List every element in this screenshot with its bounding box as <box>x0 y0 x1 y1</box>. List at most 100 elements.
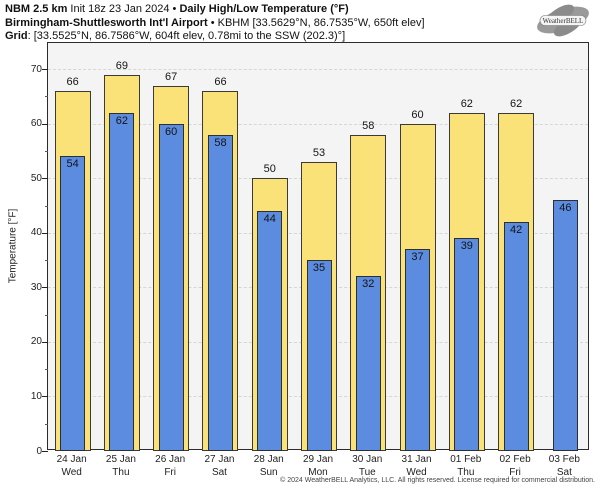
low-value-label: 32 <box>362 278 375 291</box>
high-value-label: 50 <box>263 163 276 176</box>
station-name: Birmingham-Shuttlesworth Int'l Airport <box>5 16 208 29</box>
y-axis-minor-tick <box>45 423 48 425</box>
low-value-label: 35 <box>312 262 326 275</box>
x-tick-label: 28 Jan Sun <box>241 454 297 479</box>
y-axis-tick-label: 70 <box>30 63 42 75</box>
low-bar <box>405 249 431 451</box>
x-tick-label: 01 Feb Thu <box>438 454 494 479</box>
low-bar <box>158 123 184 451</box>
x-tick-date: 28 Jan <box>253 454 284 465</box>
plot-area: 0 10 20 30 40 50 60 70 66 54 69 62 67 60 66 58 50 44 53 35 5… <box>31 42 589 457</box>
low-value-label: 54 <box>66 158 79 171</box>
y-axis-tick-label: 40 <box>30 227 42 239</box>
x-tick-date: 26 Jan <box>155 454 186 465</box>
separator-dot: • <box>207 16 218 29</box>
x-tick-label: 03 Feb Sat <box>536 454 592 479</box>
low-bar <box>257 211 283 451</box>
y-axis-tick-label: 50 <box>30 172 42 184</box>
high-value-label: 60 <box>411 108 424 121</box>
y-axis-title: Temperature [°F] <box>7 208 19 284</box>
x-tick-date: 30 Jan <box>352 454 383 465</box>
chart-header: NBM 2.5 km Init 18z 23 Jan 2024 • Daily … <box>5 3 425 44</box>
grid-coordinates: : [33.5525°N, 86.7586°W, 604ft elev, 0.7… <box>27 30 346 42</box>
y-axis-tick <box>42 69 48 71</box>
low-bar <box>60 156 86 451</box>
gridline <box>48 123 588 125</box>
y-axis-tick-label: 20 <box>30 336 42 348</box>
low-bar <box>454 238 480 451</box>
x-tick-date: 02 Feb <box>499 454 531 465</box>
x-axis-labels: 24 Jan Wed 25 Jan Thu 26 Jan Fri 27 Jan Sat 28 J… <box>47 454 589 482</box>
low-bar <box>207 134 233 451</box>
high-value-label: 53 <box>312 146 326 159</box>
y-axis-tick-label: 60 <box>30 118 42 130</box>
x-tick-label: 27 Jan Sat <box>191 454 247 479</box>
y-axis-tick <box>42 341 48 343</box>
y-axis-tick-label: 30 <box>30 281 42 293</box>
low-value-label: 39 <box>460 240 473 253</box>
x-tick-label: 31 Jan Wed <box>389 454 445 479</box>
model-name: NBM 2.5 km <box>5 3 68 15</box>
y-axis-tick-label: 0 <box>36 445 42 457</box>
low-bar <box>355 276 381 451</box>
y-axis-minor-tick <box>45 369 48 371</box>
header-line-2: Birmingham-Shuttlesworth Int'l Airport •… <box>5 17 425 31</box>
init-time: Init 18z 23 Jan 2024 <box>67 3 173 15</box>
y-axis-tick <box>42 123 48 125</box>
y-axis-tick <box>42 396 48 398</box>
weatherbell-logo: WeatherBELL <box>537 4 589 37</box>
low-bar <box>552 200 578 451</box>
x-tick-label: 25 Jan Thu <box>93 454 149 479</box>
low-value-label: 58 <box>214 136 227 149</box>
high-value-label: 69 <box>115 59 129 72</box>
low-value-label: 37 <box>411 251 424 264</box>
x-tick-label: 24 Jan Wed <box>44 454 100 479</box>
gridline <box>48 69 588 71</box>
high-value-label: 67 <box>165 70 178 83</box>
y-axis-minor-tick <box>45 260 48 262</box>
x-tick-label: 29 Jan Mon <box>290 454 346 479</box>
high-value-label: 58 <box>362 119 375 132</box>
header-line-1: NBM 2.5 km Init 18z 23 Jan 2024 • Daily … <box>5 3 425 17</box>
x-tick-day: Thu <box>112 466 130 478</box>
low-value-label: 62 <box>115 114 129 127</box>
high-value-label: 66 <box>66 76 79 88</box>
low-value-label: 60 <box>165 125 178 138</box>
y-axis-tick-label: 10 <box>30 390 42 402</box>
separator-dot: • <box>172 3 177 15</box>
footer-copyright: © 2024 WeatherBELL Analytics, LLC. All r… <box>280 477 595 484</box>
x-tick-day: Sat <box>211 466 227 478</box>
x-tick-date: 31 Jan <box>401 454 432 465</box>
x-tick-date: 03 Feb <box>548 454 580 465</box>
x-tick-day: Wed <box>61 466 82 478</box>
x-tick-day: Mon <box>308 466 328 478</box>
x-tick-date: 01 Feb <box>450 454 482 465</box>
low-bar <box>109 112 135 451</box>
low-bar <box>503 221 529 451</box>
logo-text: WeatherBELL <box>543 17 584 25</box>
station-coordinates: KBHM [33.5629°N, 86.7535°W, 650ft elev] <box>217 16 425 29</box>
low-value-label: 46 <box>559 202 572 215</box>
x-tick-label: 26 Jan Fri <box>142 454 198 479</box>
chart-title: Daily High/Low Temperature (°F) <box>176 3 349 15</box>
low-value-label: 42 <box>509 223 523 236</box>
y-axis-minor-tick <box>45 151 48 152</box>
x-tick-date: 25 Jan <box>105 454 136 465</box>
x-tick-day: Sat <box>556 466 572 478</box>
grid-label: Grid <box>5 30 28 42</box>
y-axis-minor-tick <box>45 205 48 207</box>
x-tick-date: 27 Jan <box>204 454 235 465</box>
low-bar <box>306 260 332 451</box>
high-value-label: 66 <box>214 76 227 88</box>
y-axis-tick <box>42 287 48 289</box>
x-tick-label: 02 Feb Fri <box>487 454 543 479</box>
x-tick-day: Thu <box>457 466 475 478</box>
x-tick-day: Wed <box>406 466 427 478</box>
y-axis-tick <box>42 178 48 180</box>
y-axis-minor-tick <box>45 314 48 316</box>
x-tick-day: Tue <box>358 466 376 478</box>
x-tick-day: Sun <box>259 466 278 478</box>
y-axis-minor-tick <box>45 96 48 98</box>
low-value-label: 44 <box>263 213 276 225</box>
